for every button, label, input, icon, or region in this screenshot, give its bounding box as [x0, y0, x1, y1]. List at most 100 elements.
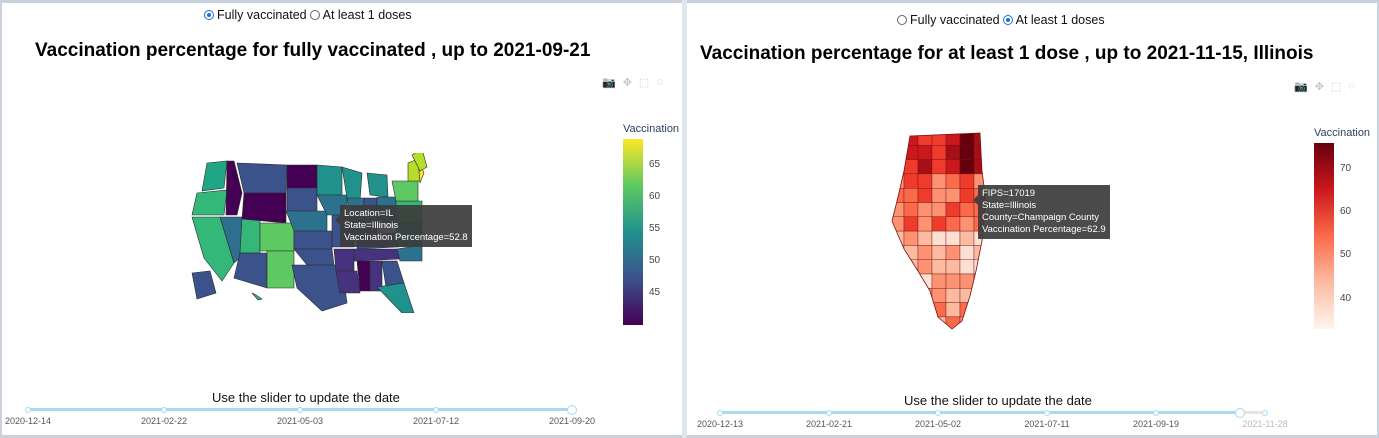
- county-region: [917, 202, 933, 218]
- tooltip-line: State=Illinois: [982, 200, 1037, 211]
- state-ks: [293, 230, 333, 250]
- county-region: [959, 245, 975, 260]
- radio-label: Fully vaccinated: [910, 13, 1000, 27]
- county-region: [903, 188, 919, 203]
- colorbar-title: Vaccination: [1314, 127, 1371, 139]
- county-region: [903, 259, 919, 275]
- state-az: [233, 252, 268, 289]
- county-region: [945, 259, 961, 275]
- slider-step-dot[interactable]: [717, 409, 723, 416]
- county-region: [903, 288, 919, 303]
- county-region: [917, 273, 933, 289]
- county-region: [903, 230, 919, 246]
- radio-at-least-1-dose[interactable]: At least 1 doses: [309, 8, 412, 22]
- state-ar: [333, 248, 355, 272]
- slider-step-dot[interactable]: [1153, 409, 1159, 416]
- slider-step-dot[interactable]: [826, 409, 832, 416]
- camera-icon[interactable]: 📷: [1294, 81, 1308, 93]
- radio-fully-vaccinated[interactable]: Fully vaccinated: [897, 13, 1000, 27]
- county-region: [892, 245, 905, 260]
- county-region: [931, 159, 947, 175]
- county-region: [892, 259, 905, 275]
- slider-date-label: 2021-07-12: [412, 416, 460, 426]
- radio-button[interactable]: [309, 10, 320, 20]
- camera-icon[interactable]: 📷: [602, 77, 616, 89]
- plot-modebar: 📷 ✥ ⬚ ◌: [1294, 80, 1355, 93]
- state-wy: [241, 192, 287, 224]
- county-region: [945, 288, 961, 303]
- state-mt: [236, 162, 288, 194]
- county-region: [931, 273, 947, 289]
- radio-button[interactable]: [897, 15, 907, 25]
- county-region: [931, 216, 947, 232]
- county-region: [931, 288, 947, 303]
- state-co: [259, 222, 295, 252]
- plot-modebar: 📷 ✥ ⬚ ◌: [602, 76, 663, 89]
- slider-step-dot[interactable]: [1262, 409, 1268, 416]
- radio-at-least-1-dose[interactable]: At least 1 doses: [1002, 13, 1105, 27]
- county-region: [931, 230, 947, 246]
- county-region: [945, 245, 961, 260]
- slider-handle[interactable]: [567, 404, 577, 415]
- colorbar-tick-label: 55: [649, 222, 661, 234]
- slider-caption: Use the slider to update the date: [212, 390, 400, 405]
- state-me: [411, 153, 428, 172]
- county-region: [945, 230, 961, 246]
- radio-button[interactable]: [204, 10, 214, 20]
- map-hover-tooltip: Location=IL State=Illinois Vaccination P…: [335, 205, 472, 247]
- chart-title: Vaccination percentage for fully vaccina…: [35, 40, 591, 61]
- county-region: [917, 173, 933, 189]
- county-region: [892, 145, 905, 160]
- county-region: [903, 173, 919, 189]
- slider-step-dot[interactable]: [935, 409, 941, 416]
- county-region: [892, 288, 905, 303]
- slider-step-dot[interactable]: [1044, 409, 1050, 416]
- slider-step-dot[interactable]: [25, 406, 31, 413]
- county-region: [959, 288, 975, 303]
- radio-fully-vaccinated[interactable]: Fully vaccinated: [204, 8, 307, 22]
- radio-button[interactable]: [1002, 15, 1013, 25]
- county-region: [892, 273, 905, 289]
- colorbar-tick-label: 65: [649, 158, 661, 170]
- county-region: [959, 188, 975, 203]
- state-ak: [191, 270, 217, 300]
- county-region: [945, 145, 961, 160]
- tooltip-line: County=Champaign County: [982, 212, 1099, 223]
- lasso-icon[interactable]: ◌: [656, 76, 663, 88]
- tooltip-line: State=Illinois: [344, 220, 399, 231]
- slider-step-dot[interactable]: [161, 406, 167, 413]
- slider-step-dot[interactable]: [433, 406, 439, 413]
- state-ga: [381, 260, 405, 288]
- slider-step-dot[interactable]: [297, 406, 303, 413]
- county-region: [973, 273, 986, 289]
- county-region: [945, 159, 961, 175]
- slider-date-label: 2021-11-28: [1242, 419, 1288, 429]
- county-region: [917, 145, 933, 160]
- illinois-counties-choropleth-map[interactable]: [890, 131, 990, 331]
- tooltip-line: Location=IL: [344, 208, 394, 219]
- county-region: [892, 159, 905, 175]
- colorbar-tick-label: 45: [649, 286, 661, 298]
- county-region: [892, 302, 905, 318]
- slider-date-label: 2021-09-19: [1132, 419, 1180, 429]
- lasso-icon[interactable]: ◌: [1348, 80, 1355, 92]
- colorbar-title: Vaccination: [623, 123, 680, 135]
- slider-fill: [720, 411, 1241, 414]
- slider-caption: Use the slider to update the date: [904, 393, 1092, 408]
- county-region: [973, 159, 986, 175]
- box-select-icon[interactable]: ⬚: [638, 77, 650, 89]
- county-region: [945, 202, 961, 218]
- county-region: [945, 133, 961, 146]
- vaccination-type-radio-group: Fully vaccinated At least 1 doses: [897, 13, 1108, 27]
- county-region: [945, 216, 961, 232]
- colorbar-tick-label: 70: [1340, 162, 1352, 174]
- right-chart-panel: Fully vaccinated At least 1 doses Vaccin…: [687, 3, 1377, 435]
- state-tn: [353, 248, 401, 262]
- pan-icon[interactable]: ✥: [622, 77, 632, 89]
- state-tx: [291, 264, 348, 312]
- state-nc: [396, 244, 423, 262]
- box-select-icon[interactable]: ⬚: [1330, 81, 1342, 93]
- county-region: [917, 230, 933, 246]
- pan-icon[interactable]: ✥: [1314, 81, 1324, 93]
- slider-handle[interactable]: [1235, 407, 1246, 418]
